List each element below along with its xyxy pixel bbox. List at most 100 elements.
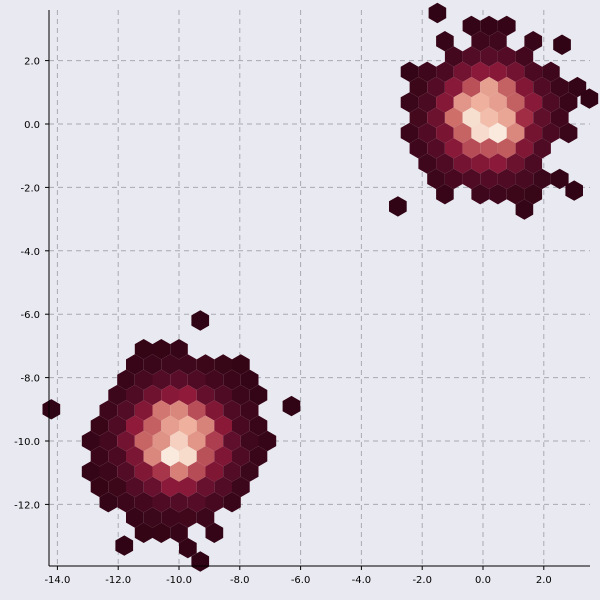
- hex-cell: [515, 76, 534, 98]
- x-tick-label: -2.0: [412, 575, 432, 586]
- hex-cell: [489, 122, 507, 144]
- hex-cell: [223, 400, 241, 421]
- hex-cell: [471, 92, 490, 113]
- hex-cell: [99, 461, 118, 482]
- hex-cell: [152, 492, 171, 513]
- y-tick-label: 2.0: [24, 57, 40, 68]
- hex-cell: [427, 138, 445, 159]
- hex-cell: [152, 461, 171, 482]
- hex-cell: [214, 384, 232, 406]
- hex-cell: [187, 369, 206, 390]
- hex-cell: [471, 61, 490, 82]
- hex-cell: [524, 61, 543, 82]
- hex-cell: [205, 461, 224, 482]
- hex-cell: [444, 46, 463, 67]
- hex-cell: [400, 92, 419, 113]
- y-tick-label: -4.0: [20, 247, 40, 258]
- hex-cell: [108, 476, 126, 498]
- hex-cell: [205, 369, 224, 390]
- hex-cell: [542, 61, 560, 82]
- hex-cell: [480, 76, 498, 98]
- hex-cell: [152, 522, 171, 543]
- hex-cell: [214, 354, 232, 375]
- hex-cell: [134, 430, 153, 452]
- hex-cell: [126, 354, 144, 375]
- hex-cell: [559, 92, 578, 113]
- hex-cell: [436, 61, 454, 82]
- x-tick-label: -4.0: [352, 575, 372, 586]
- hex-cell: [134, 339, 153, 360]
- hex-cell: [117, 430, 135, 452]
- hex-cell: [143, 446, 162, 467]
- hex-cell: [480, 46, 498, 67]
- y-tick-label: -6.0: [20, 310, 40, 321]
- hex-cell: [143, 415, 162, 436]
- hex-cell: [134, 492, 153, 513]
- hex-cell: [580, 88, 599, 109]
- hex-cell: [542, 92, 560, 113]
- hex-cell: [99, 400, 118, 421]
- hex-cell: [161, 415, 179, 436]
- hex-cell: [196, 384, 215, 406]
- hex-cell: [170, 369, 188, 390]
- hex-cell: [232, 415, 250, 436]
- hex-cell: [161, 476, 179, 498]
- hex-cell: [409, 138, 428, 159]
- hex-cell: [179, 476, 197, 498]
- hex-cell: [436, 31, 454, 52]
- hex-cell: [170, 522, 188, 543]
- hex-cell: [497, 168, 516, 190]
- hex-cell: [240, 430, 259, 452]
- hex-cell: [143, 476, 162, 498]
- hex-cell: [506, 122, 525, 144]
- hex-cell: [462, 15, 481, 37]
- hex-cell: [170, 400, 188, 421]
- hex-cell: [214, 446, 232, 467]
- hex-cell: [81, 430, 100, 452]
- x-tick-label: 2.0: [536, 575, 552, 586]
- hex-cell: [179, 384, 197, 406]
- hex-cell: [232, 446, 250, 467]
- hex-cell: [187, 400, 206, 421]
- hex-cell: [497, 107, 516, 128]
- hex-cell: [223, 492, 241, 513]
- hex-cell: [223, 461, 241, 482]
- hex-cell: [232, 476, 250, 498]
- hex-cell: [427, 168, 445, 190]
- hex-cell: [161, 354, 179, 375]
- hex-cell: [489, 153, 507, 174]
- hex-cell: [42, 399, 61, 420]
- hex-cell: [489, 184, 507, 205]
- hex-cell: [108, 415, 126, 436]
- hex-cell: [453, 92, 472, 113]
- hex-cell: [436, 92, 454, 113]
- hex-cell: [126, 507, 144, 528]
- hex-cell: [550, 168, 569, 190]
- hex-cell: [428, 2, 447, 24]
- hex-cell: [568, 76, 587, 98]
- hex-cell: [161, 507, 179, 528]
- hex-cell: [515, 199, 534, 220]
- hex-cell: [515, 46, 534, 67]
- hex-cell: [565, 180, 583, 201]
- hex-cell: [143, 384, 162, 406]
- y-tick-label: -8.0: [20, 374, 40, 385]
- hex-cell: [117, 492, 135, 513]
- hex-cell: [196, 415, 215, 436]
- hex-cell: [126, 384, 144, 406]
- hex-cell: [559, 122, 578, 144]
- x-tick-label: -12.0: [105, 575, 131, 586]
- y-tick-label: -10.0: [14, 437, 40, 448]
- hex-cell: [506, 92, 525, 113]
- hex-cell: [524, 184, 543, 205]
- hex-cell: [515, 168, 534, 190]
- hex-cell: [134, 400, 153, 421]
- hex-cell: [524, 122, 543, 144]
- hex-cell: [471, 122, 490, 144]
- hex-cell: [524, 153, 543, 174]
- hex-cell: [453, 61, 472, 82]
- hex-cell: [533, 168, 551, 190]
- hex-cell: [90, 446, 109, 467]
- hex-cell: [179, 415, 197, 436]
- hex-cell: [497, 46, 516, 67]
